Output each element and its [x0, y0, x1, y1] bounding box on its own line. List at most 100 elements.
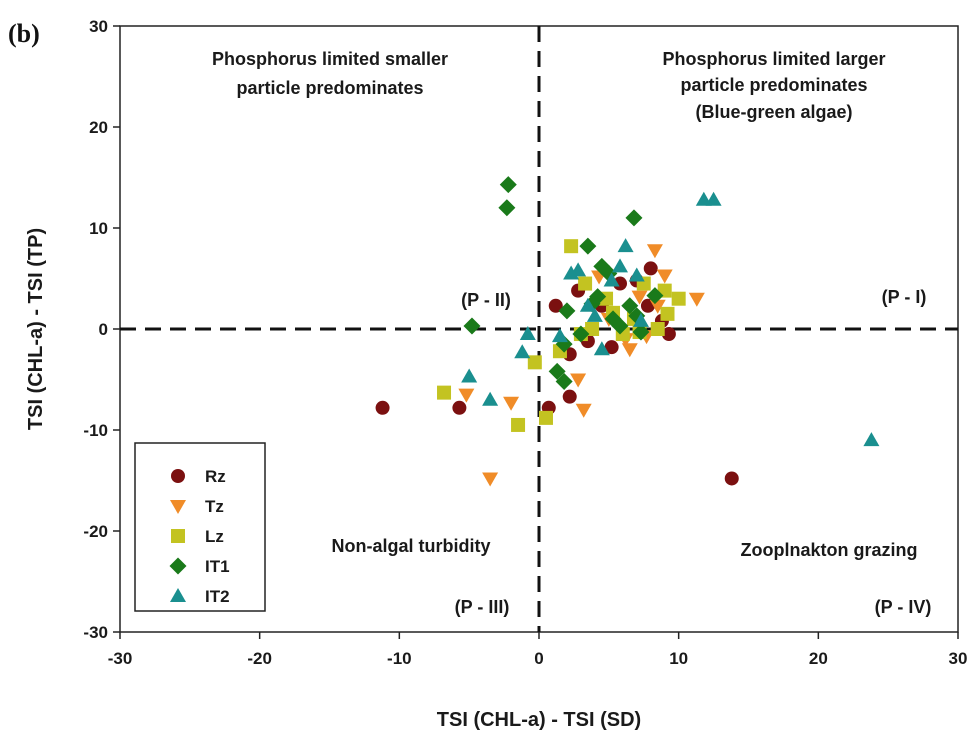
point-it2	[863, 432, 880, 447]
legend-marker-tz	[170, 500, 186, 514]
legend-box	[134, 442, 266, 612]
point-it1	[632, 323, 650, 341]
point-lz	[538, 410, 553, 425]
point-rz	[613, 276, 628, 291]
point-tz	[570, 373, 587, 388]
point-it2	[617, 238, 634, 253]
point-it1	[498, 199, 516, 217]
point-it2	[461, 368, 478, 383]
panel-label: (b)	[8, 19, 40, 48]
q1-description-line2: particle predominates	[680, 75, 867, 95]
point-rz	[643, 261, 658, 276]
point-it2	[570, 262, 587, 277]
point-tz	[646, 244, 663, 259]
point-it1	[611, 317, 629, 335]
x-axis-ticks: -30 -20 -10 0 10 20 30	[108, 632, 968, 668]
point-it1	[499, 176, 517, 194]
data-points	[375, 176, 880, 487]
point-tz	[621, 343, 638, 358]
y-axis-title: TSI (CHL-a) - TSI (TP)	[25, 228, 47, 430]
y-tick-label: -20	[83, 522, 108, 541]
point-tz	[458, 388, 475, 403]
y-tick-label: 0	[99, 320, 108, 339]
q2-description-line1: Phosphorus limited smaller	[212, 49, 448, 69]
y-tick-label: -10	[83, 421, 108, 440]
point-tz	[688, 292, 705, 307]
point-it1	[625, 209, 643, 227]
point-it1	[572, 325, 590, 343]
point-it1	[555, 373, 573, 391]
point-tz	[656, 269, 673, 284]
x-axis-title: TSI (CHL-a) - TSI (SD)	[437, 709, 641, 731]
q4-description: Zooplnakton grazing	[741, 540, 918, 560]
point-it2	[551, 328, 568, 343]
point-it2	[482, 391, 499, 406]
q2-label: (P - II)	[461, 290, 511, 310]
x-tick-label: 30	[949, 649, 968, 668]
x-tick-label: 20	[809, 649, 828, 668]
point-it2	[593, 341, 610, 356]
legend-marker-it2	[170, 588, 186, 602]
point-tz	[649, 299, 666, 314]
x-tick-label: -10	[387, 649, 412, 668]
point-lz	[578, 276, 593, 291]
point-tz	[575, 403, 592, 418]
point-it2	[514, 344, 531, 359]
point-lz	[585, 322, 600, 336]
legend: Rz Tz Lz IT1 IT2	[134, 442, 266, 612]
q3-label: (P - III)	[455, 597, 510, 617]
point-it1	[621, 297, 639, 315]
point-lz	[660, 306, 675, 321]
point-lz	[671, 291, 686, 306]
point-it1	[646, 287, 664, 305]
q1-label: (P - I)	[882, 287, 927, 307]
point-lz	[437, 385, 452, 400]
point-lz	[511, 417, 526, 432]
point-rz	[562, 389, 577, 404]
legend-label-lz: Lz	[205, 527, 224, 546]
point-lz	[527, 355, 542, 370]
point-it2	[586, 307, 603, 322]
legend-label-tz: Tz	[205, 497, 224, 516]
point-it1	[463, 317, 481, 335]
point-lz	[650, 322, 665, 336]
legend-label-it2: IT2	[205, 587, 230, 606]
q4-label: (P - IV)	[875, 597, 932, 617]
x-tick-label: -20	[247, 649, 272, 668]
legend-label-rz: Rz	[205, 467, 226, 486]
point-tz	[503, 396, 520, 411]
q2-description-line2: particle predominates	[236, 78, 423, 98]
y-tick-label: -30	[83, 623, 108, 642]
legend-marker-lz	[171, 529, 185, 543]
point-it1	[558, 302, 576, 320]
point-it2	[705, 191, 722, 206]
point-it2	[519, 326, 536, 341]
point-it1	[579, 237, 597, 255]
point-rz	[724, 471, 739, 486]
legend-label-it1: IT1	[205, 557, 230, 576]
point-it2	[632, 312, 649, 327]
point-lz	[564, 239, 579, 254]
x-tick-label: 0	[534, 649, 543, 668]
x-tick-label: 10	[669, 649, 688, 668]
point-it2	[628, 267, 645, 282]
point-it2	[579, 297, 596, 312]
point-it1	[548, 362, 566, 380]
y-tick-label: 30	[89, 17, 108, 36]
point-rz	[604, 340, 619, 355]
q1-description-line1: Phosphorus limited larger	[662, 49, 885, 69]
legend-marker-it1	[169, 557, 187, 575]
point-tz	[482, 472, 499, 487]
point-rz	[452, 400, 467, 415]
point-tz	[631, 290, 648, 305]
x-tick-label: -30	[108, 649, 133, 668]
y-axis-ticks: -30 -20 -10 0 10 20 30	[83, 17, 120, 642]
q1-description-line3: (Blue-green algae)	[695, 102, 852, 122]
y-tick-label: 20	[89, 118, 108, 137]
point-rz	[375, 400, 390, 415]
point-rz	[661, 327, 676, 342]
y-tick-label: 10	[89, 219, 108, 238]
point-it2	[603, 272, 620, 287]
point-it2	[612, 258, 629, 273]
